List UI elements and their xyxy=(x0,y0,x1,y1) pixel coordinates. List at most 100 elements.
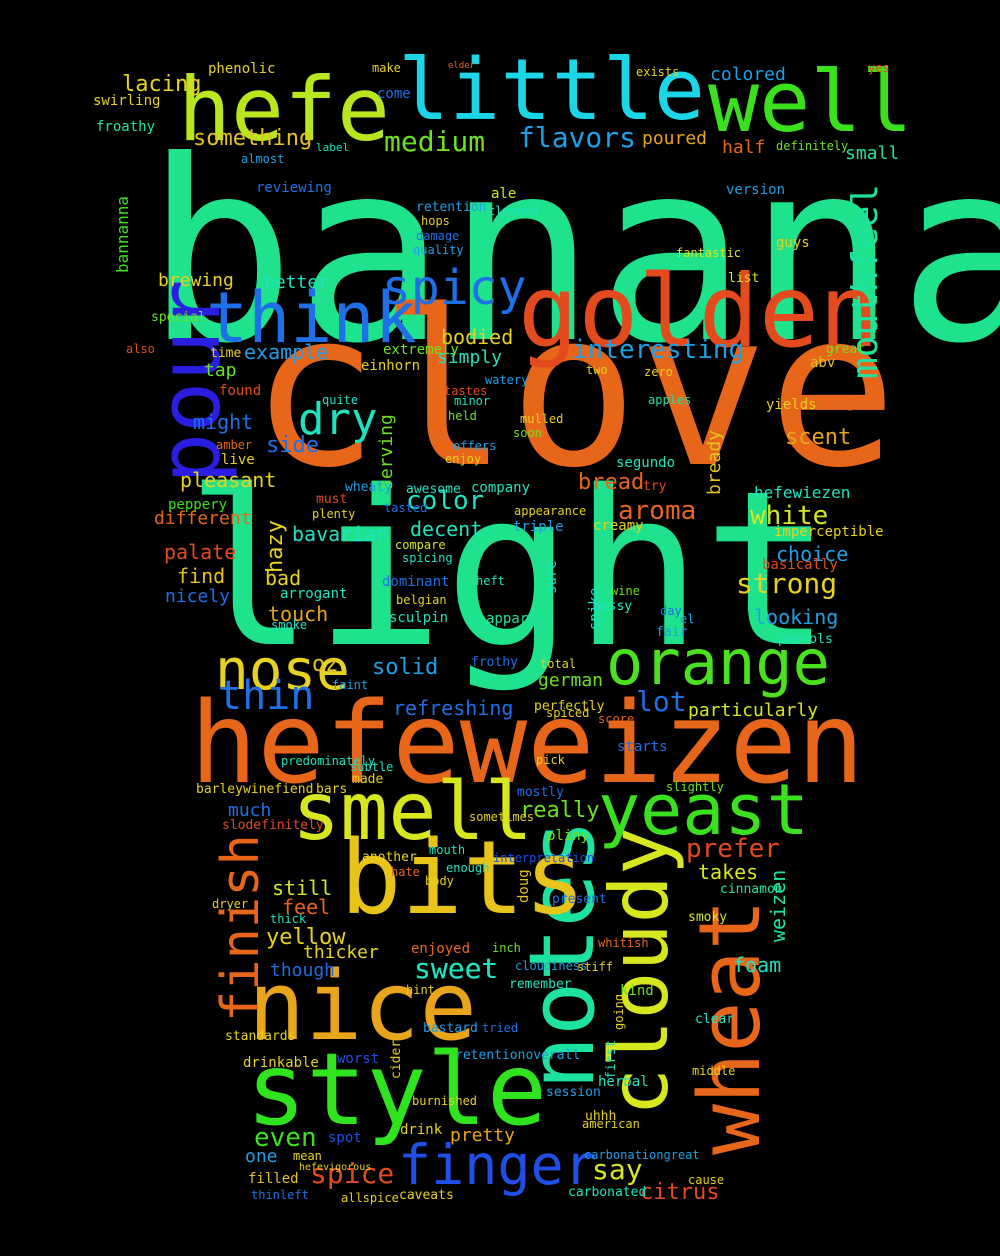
cloud-word: little xyxy=(398,41,706,140)
cloud-word: score xyxy=(598,712,635,726)
cloud-word: version xyxy=(726,182,786,198)
cloud-word: side xyxy=(266,433,319,458)
cloud-word: golden xyxy=(518,253,880,370)
cloud-word: nicely xyxy=(165,586,231,607)
cloud-word: damage xyxy=(416,229,460,243)
cloud-word: citrus xyxy=(640,1180,720,1205)
cloud-word: particularly xyxy=(688,700,819,721)
cloud-word: orange xyxy=(606,626,830,699)
cloud-word: drinkable xyxy=(243,1055,319,1071)
cloud-word: label xyxy=(316,141,350,154)
cloud-word: poured xyxy=(642,128,708,149)
cloud-word: brewing xyxy=(158,270,234,291)
cloud-word: stiff xyxy=(577,960,614,974)
cloud-word: hops xyxy=(421,214,450,228)
cloud-word: hefevigorous xyxy=(299,1162,372,1173)
cloud-word: scent xyxy=(785,425,852,450)
cloud-word: fair xyxy=(656,625,688,640)
cloud-word: plenty xyxy=(312,507,356,521)
cloud-word: made xyxy=(352,772,384,787)
cloud-word: live xyxy=(221,452,255,468)
cloud-word: fantastic xyxy=(676,246,742,260)
cloud-word: feel xyxy=(282,895,331,919)
cloud-word: smoke xyxy=(271,618,308,632)
cloud-word: einhorn xyxy=(361,358,421,374)
cloud-word: bad xyxy=(265,566,302,590)
cloud-word: dry xyxy=(298,394,378,445)
cloud-word: cause xyxy=(688,1173,725,1187)
cloud-word: predominately xyxy=(281,754,375,768)
cloud-word: well xyxy=(708,53,913,152)
cloud-word: offers xyxy=(453,439,497,453)
cloud-word: color xyxy=(406,486,485,516)
cloud-word: one xyxy=(245,1146,278,1167)
cloud-word: belgian xyxy=(396,593,447,607)
cloud-word: spicy xyxy=(382,260,527,316)
cloud-word: day xyxy=(660,604,682,618)
cloud-word: come xyxy=(377,86,411,102)
cloud-word: appearance xyxy=(514,504,587,518)
cloud-word: serving xyxy=(376,413,397,490)
cloud-word: finish xyxy=(211,834,271,1023)
cloud-word: quality xyxy=(413,243,464,257)
cloud-word: hint xyxy=(406,983,435,997)
cloud-word: hefe xyxy=(178,58,390,161)
cloud-word: phenols xyxy=(778,632,833,647)
cloud-word: subtle xyxy=(350,760,394,774)
cloud-word: hefewiezen xyxy=(754,483,851,502)
cloud-word: sculpin xyxy=(389,610,449,626)
cloud-word: heft xyxy=(476,574,505,588)
cloud-word: might xyxy=(193,410,254,434)
cloud-word: swirling xyxy=(93,93,161,109)
cloud-word: cinnamon xyxy=(720,882,783,897)
cloud-word: sweet xyxy=(414,952,499,985)
cloud-word: retentionoverall xyxy=(455,1048,581,1063)
cloud-word: phenolic xyxy=(208,61,276,77)
cloud-word: thicker xyxy=(303,942,379,963)
cloud-word: abv xyxy=(810,355,836,371)
cloud-word: clear xyxy=(695,1012,735,1027)
cloud-word: bodied xyxy=(441,325,514,349)
cloud-word: bread xyxy=(578,470,645,495)
cloud-word: elder xyxy=(448,61,476,71)
cloud-word: sure xyxy=(544,559,560,594)
cloud-word: apples xyxy=(648,393,692,407)
cloud-word: worst xyxy=(337,1051,380,1067)
cloud-word: arrogant xyxy=(280,586,348,602)
cloud-word: must xyxy=(316,492,348,507)
cloud-word: tastes xyxy=(444,384,488,398)
cloud-word: also xyxy=(126,342,155,356)
cloud-word: yields xyxy=(766,397,817,413)
cloud-word: herbal xyxy=(598,1074,649,1090)
cloud-word: creamy xyxy=(593,518,644,534)
cloud-word: spiced xyxy=(546,706,590,720)
cloud-word: froathy xyxy=(96,119,156,135)
cloud-word: mean xyxy=(293,1149,322,1163)
cloud-word: much xyxy=(228,800,272,821)
cloud-word: standards xyxy=(225,1029,296,1044)
cloud-word: yeast xyxy=(598,769,809,851)
cloud-word: yes xyxy=(868,61,890,75)
cloud-word: bready xyxy=(704,429,725,495)
cloud-word: dominant xyxy=(382,574,450,590)
cloud-word: tap xyxy=(204,360,237,381)
cloud-word: mouth xyxy=(429,843,466,857)
cloud-word: middle xyxy=(692,1064,736,1078)
cloud-word: palate xyxy=(164,540,237,564)
cloud-word: compare xyxy=(395,538,446,552)
cloud-word: smoky xyxy=(688,910,728,925)
cloud-word: slightly xyxy=(666,780,724,794)
cloud-word: imperceptible xyxy=(774,524,884,540)
cloud-word: finger xyxy=(398,1133,597,1197)
cloud-word: half xyxy=(722,137,766,158)
cloud-word: spice xyxy=(310,1157,395,1190)
cloud-word: faint xyxy=(332,678,369,692)
cloud-word: quite xyxy=(322,393,359,407)
cloud-word: retention xyxy=(416,200,487,215)
cloud-word: uhhh xyxy=(585,1109,617,1124)
cloud-word: bavarian xyxy=(292,522,389,546)
cloud-word: nice xyxy=(248,952,477,1062)
cloud-word: found xyxy=(219,383,262,399)
cloud-word: refreshing xyxy=(393,696,514,720)
